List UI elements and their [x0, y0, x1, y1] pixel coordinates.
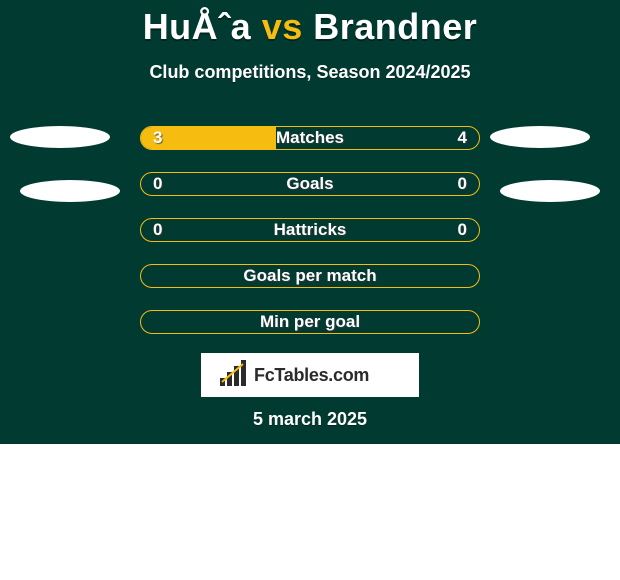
stat-rows: 3Matches40Goals00Hattricks0Goals per mat…: [140, 126, 480, 356]
title-separator: vs: [262, 6, 303, 47]
stat-row: Min per goal: [140, 310, 480, 334]
stat-row: Goals per match: [140, 264, 480, 288]
stat-label: Hattricks: [141, 219, 479, 241]
logo-plate: FcTables.com: [201, 353, 419, 397]
date: 5 march 2025: [0, 409, 620, 430]
subtitle: Club competitions, Season 2024/2025: [0, 62, 620, 83]
stat-row: 0Goals0: [140, 172, 480, 196]
stat-label: Goals: [141, 173, 479, 195]
ellipse-bottom-left: [20, 180, 120, 202]
logo-text: FcTables.com: [254, 365, 369, 385]
ellipse-top-right: [490, 126, 590, 148]
ellipse-bottom-right: [500, 180, 600, 202]
card: HuÅˆa vs Brandner Club competitions, Sea…: [0, 0, 620, 444]
stat-row: 0Hattricks0: [140, 218, 480, 242]
stat-value-right: 0: [458, 173, 467, 195]
stat-row: 3Matches4: [140, 126, 480, 150]
title-right-name: Brandner: [313, 6, 477, 47]
stat-label: Min per goal: [141, 311, 479, 333]
title-left-name: HuÅˆa: [143, 6, 252, 47]
ellipse-top-left: [10, 126, 110, 148]
logo-bars-icon: [220, 360, 246, 386]
stat-value-right: 0: [458, 219, 467, 241]
stat-label: Matches: [141, 127, 479, 149]
logo-svg: FcTables.com: [220, 360, 400, 390]
stat-label: Goals per match: [141, 265, 479, 287]
stage: HuÅˆa vs Brandner Club competitions, Sea…: [0, 0, 620, 580]
title: HuÅˆa vs Brandner: [0, 6, 620, 48]
stat-value-right: 4: [458, 127, 467, 149]
